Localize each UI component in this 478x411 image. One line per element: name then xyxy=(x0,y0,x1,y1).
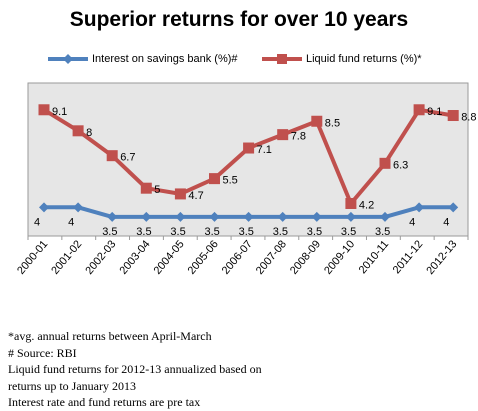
data-point-savings xyxy=(107,211,118,222)
legend-item-liquid-fund: Liquid fund returns (%)* xyxy=(262,48,422,70)
data-point-liquid-fund xyxy=(174,188,186,200)
x-tick-label: 2012-13 xyxy=(424,238,459,277)
data-point-savings xyxy=(209,211,220,222)
data-label-liquid-fund: 4.7 xyxy=(188,190,203,202)
data-label-liquid-fund: 8.8 xyxy=(461,112,476,124)
data-label-liquid-fund: 9.1 xyxy=(52,106,67,118)
x-tick-label: 2002-03 xyxy=(83,238,118,277)
x-tick-label: 2009-10 xyxy=(322,238,357,277)
footnotes: *avg. annual returns between April-March… xyxy=(8,328,468,411)
data-label-savings: 3.5 xyxy=(375,226,390,238)
data-point-savings xyxy=(39,202,49,213)
data-label-savings: 3.5 xyxy=(307,226,322,238)
data-point-savings xyxy=(414,202,425,213)
x-tick-label: 2005-06 xyxy=(186,238,221,277)
x-tick-label: 2008-09 xyxy=(288,238,323,277)
data-label-savings: 3.5 xyxy=(273,226,288,238)
data-point-liquid-fund xyxy=(209,173,220,185)
data-point-savings xyxy=(277,211,288,222)
data-label-savings: 3.5 xyxy=(102,226,117,238)
data-point-savings xyxy=(243,211,254,222)
data-label-liquid-fund: 8 xyxy=(86,127,92,139)
data-label-liquid-fund: 6.3 xyxy=(393,159,408,171)
data-label-savings: 4 xyxy=(409,216,415,228)
x-tick-label: 2006-07 xyxy=(220,238,255,277)
legend-label-liquid-fund: Liquid fund returns (%)* xyxy=(306,53,422,65)
x-tick-label: 2010-11 xyxy=(357,238,392,276)
x-tick-label: 2011-12 xyxy=(391,238,426,276)
x-tick-label: 2007-08 xyxy=(254,238,289,277)
legend-savings-marker xyxy=(48,54,88,64)
x-tick-label: 2001-02 xyxy=(49,238,84,277)
data-point-liquid-fund xyxy=(106,150,118,162)
data-label-liquid-fund: 6.7 xyxy=(120,152,135,164)
footnote-1: *avg. annual returns between April-March xyxy=(8,329,212,343)
data-label-savings: 3.5 xyxy=(341,226,356,238)
legend-item-savings: Interest on savings bank (%)# xyxy=(48,48,238,70)
data-point-savings xyxy=(175,211,186,222)
chart-title: Superior returns for over 10 years xyxy=(69,8,409,31)
data-point-savings xyxy=(448,202,459,213)
footnote-5: Interest rate and fund returns are pre t… xyxy=(8,395,201,409)
data-label-liquid-fund: 7.1 xyxy=(257,144,272,156)
x-tick-label: 2003-04 xyxy=(117,238,152,277)
legend-label-savings: Interest on savings bank (%)# xyxy=(92,53,238,65)
data-label-savings: 4 xyxy=(68,216,74,228)
data-label-savings: 3.5 xyxy=(170,226,185,238)
footnote-2: # Source: RBI xyxy=(8,345,77,360)
data-point-liquid-fund xyxy=(140,182,152,194)
data-point-liquid-fund xyxy=(243,142,255,154)
data-point-liquid-fund xyxy=(345,197,357,209)
line-chart: 4 4 3.5 3.5 3.5 3.5 3.5 3.5 3.5 3.5 3.5 4 4 9.1 8 6.7 5 4… xyxy=(15,82,476,277)
data-point-savings xyxy=(345,211,356,222)
data-point-liquid-fund xyxy=(277,129,289,141)
data-point-savings xyxy=(73,202,84,213)
data-point-savings xyxy=(380,211,390,222)
data-point-liquid-fund xyxy=(379,157,391,169)
data-label-liquid-fund: 4.2 xyxy=(359,199,374,211)
data-point-liquid-fund xyxy=(447,110,459,122)
x-tick-label: 2004-05 xyxy=(152,238,187,277)
data-point-liquid-fund xyxy=(38,104,50,116)
data-label-liquid-fund: 9.1 xyxy=(427,106,442,118)
data-label-savings: 4 xyxy=(34,216,40,228)
footnote-3: Liquid fund returns for 2012-13 annualiz… xyxy=(8,362,262,376)
data-label-savings: 3.5 xyxy=(136,226,151,238)
data-label-liquid-fund: 5 xyxy=(154,184,160,196)
data-point-savings xyxy=(311,211,322,222)
data-label-savings: 3.5 xyxy=(239,226,254,238)
data-point-liquid-fund xyxy=(413,104,425,116)
data-label-liquid-fund: 8.5 xyxy=(325,117,340,129)
legend-liquid-fund-marker xyxy=(262,54,302,64)
data-point-liquid-fund xyxy=(311,115,323,127)
data-label-savings: 4 xyxy=(443,216,449,228)
data-label-savings: 3.5 xyxy=(205,226,220,238)
data-point-liquid-fund xyxy=(72,125,84,137)
legend: Interest on savings bank (%)# Liquid fun… xyxy=(0,48,478,72)
data-label-liquid-fund: 7.8 xyxy=(291,131,306,143)
data-point-savings xyxy=(141,211,152,222)
footnote-4: returns up to January 2013 xyxy=(8,378,136,393)
data-label-liquid-fund: 5.5 xyxy=(223,175,238,187)
x-tick-label: 2000-01 xyxy=(15,238,50,277)
plot-area xyxy=(27,82,469,237)
